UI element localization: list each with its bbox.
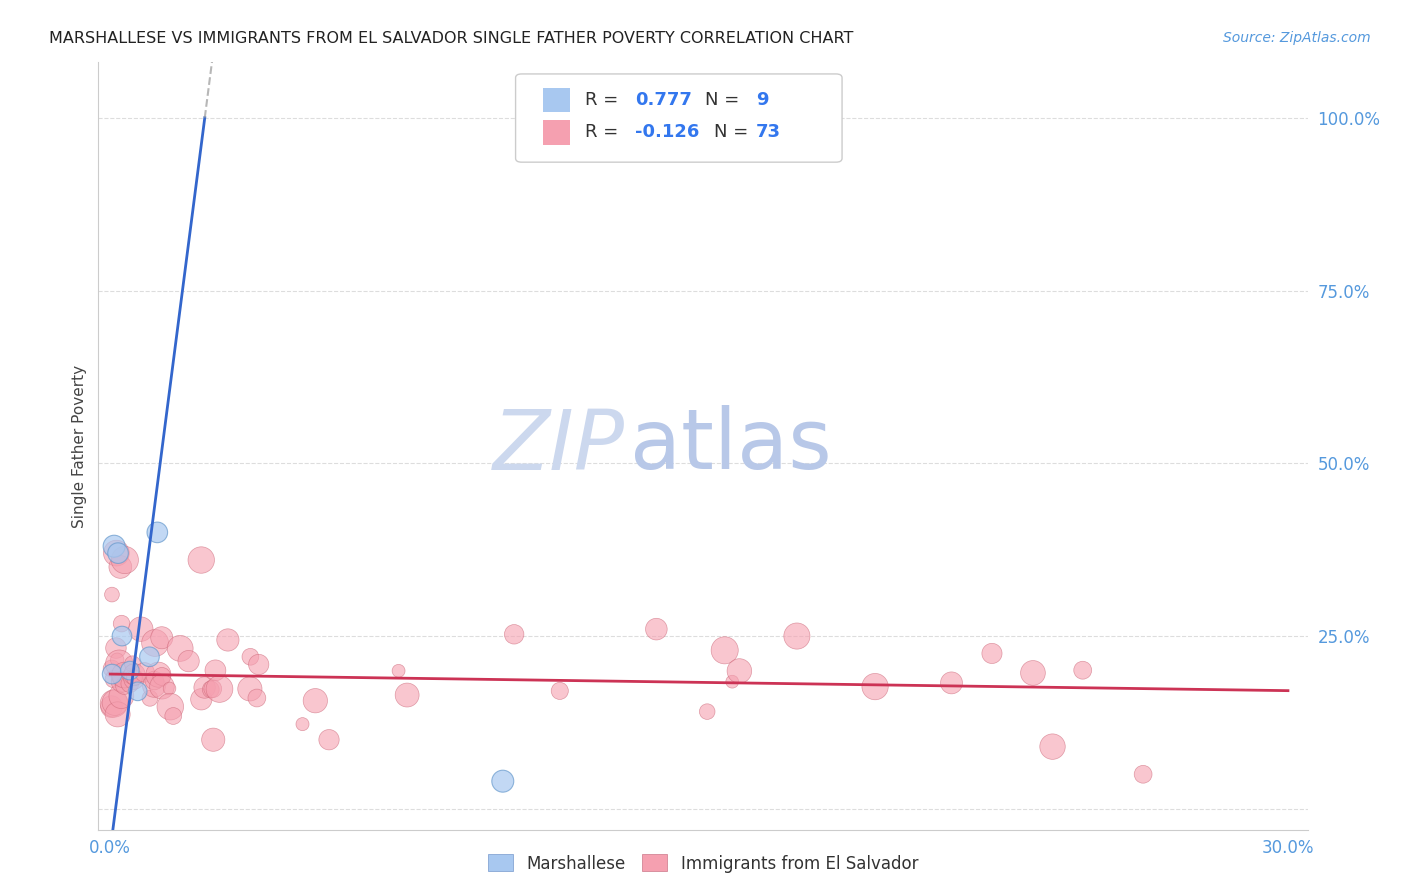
Point [110, 616, 132, 631]
Point [127, 684, 149, 698]
Point [159, 699, 181, 714]
Point [239, 649, 262, 664]
Point [143, 679, 166, 693]
Point [1132, 767, 1154, 781]
Point [1071, 663, 1094, 677]
Text: R =: R = [585, 123, 623, 141]
Legend: Marshallese, Immigrants from El Salvador: Marshallese, Immigrants from El Salvador [481, 847, 925, 880]
Point [104, 696, 127, 710]
Point [202, 732, 225, 747]
Point [786, 629, 808, 643]
Point [981, 647, 1004, 661]
Point [110, 689, 132, 703]
Point [143, 636, 166, 650]
Point [492, 774, 515, 789]
Point [387, 664, 409, 678]
Point [1042, 739, 1064, 754]
Point [150, 631, 173, 645]
Point [107, 546, 129, 560]
Point [122, 672, 145, 686]
Point [159, 681, 181, 696]
FancyBboxPatch shape [543, 120, 569, 145]
Point [108, 657, 131, 671]
Point [177, 654, 200, 668]
Point [111, 629, 134, 643]
Point [150, 680, 173, 694]
Point [120, 669, 142, 683]
Point [645, 622, 668, 636]
Point [124, 667, 146, 681]
Point [208, 681, 231, 696]
Text: atlas: atlas [630, 406, 832, 486]
Point [318, 732, 340, 747]
FancyBboxPatch shape [516, 74, 842, 162]
Point [100, 699, 122, 714]
Point [304, 694, 326, 708]
Point [107, 707, 129, 722]
Point [105, 653, 128, 667]
Point [124, 671, 146, 685]
Point [103, 697, 125, 711]
Point [503, 627, 526, 641]
Text: ZIP: ZIP [492, 406, 624, 486]
Point [291, 717, 314, 731]
Text: N =: N = [714, 123, 754, 141]
Point [139, 691, 162, 706]
Point [194, 681, 217, 695]
Point [110, 560, 132, 574]
Point [121, 657, 143, 671]
Point [217, 632, 239, 647]
Point [239, 681, 262, 696]
Point [696, 705, 718, 719]
Point [101, 588, 124, 602]
Point [111, 674, 134, 689]
Point [129, 622, 152, 636]
FancyBboxPatch shape [543, 87, 569, 112]
Text: 73: 73 [756, 123, 782, 141]
Point [863, 680, 886, 694]
Point [148, 667, 170, 681]
Text: MARSHALLESE VS IMMIGRANTS FROM EL SALVADOR SINGLE FATHER POVERTY CORRELATION CHA: MARSHALLESE VS IMMIGRANTS FROM EL SALVAD… [49, 31, 853, 46]
Point [941, 676, 963, 690]
Point [1022, 665, 1045, 680]
Point [118, 664, 141, 678]
Point [101, 667, 124, 681]
Point [100, 661, 122, 675]
Point [162, 709, 184, 723]
Point [548, 684, 571, 698]
Point [104, 641, 127, 656]
Point [108, 673, 131, 688]
Text: N =: N = [706, 91, 745, 109]
Text: 9: 9 [756, 91, 769, 109]
Point [721, 674, 744, 689]
Point [169, 641, 191, 656]
Point [103, 539, 125, 553]
Point [201, 681, 224, 696]
Point [105, 546, 128, 560]
Point [143, 673, 166, 688]
Point [396, 688, 419, 702]
Point [146, 525, 169, 540]
Text: R =: R = [585, 91, 623, 109]
Point [190, 553, 212, 567]
Point [246, 691, 269, 706]
Y-axis label: Single Father Poverty: Single Father Poverty [72, 365, 87, 527]
Text: 0.777: 0.777 [636, 91, 692, 109]
Point [200, 682, 222, 697]
Point [112, 679, 135, 693]
Point [150, 669, 173, 683]
Point [112, 668, 135, 682]
Point [103, 672, 125, 686]
Point [247, 657, 270, 672]
Point [114, 553, 136, 567]
Point [138, 649, 160, 664]
Point [190, 692, 212, 706]
Point [713, 643, 735, 657]
Point [134, 665, 156, 680]
Point [118, 676, 141, 690]
Text: -0.126: -0.126 [636, 123, 700, 141]
Text: Source: ZipAtlas.com: Source: ZipAtlas.com [1223, 31, 1371, 45]
Point [204, 664, 226, 678]
Point [728, 664, 751, 678]
